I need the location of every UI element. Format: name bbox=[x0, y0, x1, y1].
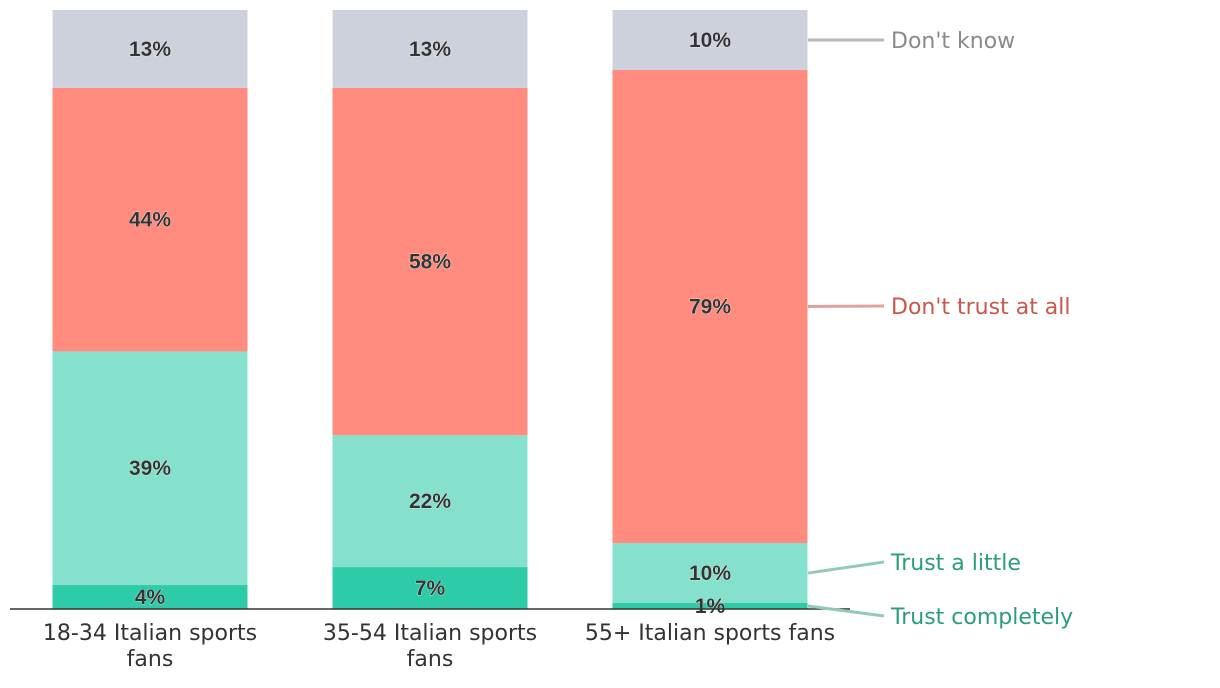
legend-leader-trust-a-little bbox=[807, 560, 885, 575]
bar-segment-trust-completely-3 bbox=[612, 603, 808, 609]
bar-segment-don-t-trust-at-all-1 bbox=[52, 87, 248, 352]
value-label-don-t-trust-at-all-3: 79% bbox=[689, 296, 731, 319]
category-label-3: 55+ Italian sports fans bbox=[585, 621, 835, 646]
bar-segment-don-t-know-2 bbox=[332, 10, 528, 88]
bar-segment-trust-a-little-2 bbox=[332, 435, 528, 568]
bar-segment-don-t-trust-at-all-2 bbox=[332, 87, 528, 436]
bar-segment-trust-a-little-1 bbox=[52, 351, 248, 586]
bar-segment-trust-completely-2 bbox=[332, 567, 528, 609]
value-label-trust-a-little-3: 10% bbox=[689, 562, 731, 585]
legend-label-don-t-know: Don't know bbox=[891, 29, 1015, 54]
bar-segment-don-t-know-1 bbox=[52, 10, 248, 88]
bar-segment-trust-a-little-3 bbox=[612, 543, 808, 604]
category-label-1-line-2: fans bbox=[127, 647, 174, 672]
category-label-1-line-1: 18-34 Italian sports bbox=[43, 621, 257, 646]
value-label-don-t-know-3: 10% bbox=[689, 29, 731, 52]
value-label-trust-completely-3: 1% bbox=[695, 595, 726, 618]
legend-label-don-t-trust-at-all: Don't trust at all bbox=[891, 295, 1071, 320]
legend-layer: Trust completely Trust a little Don't trus… bbox=[807, 29, 1073, 630]
bar-segment-don-t-know-3 bbox=[612, 10, 808, 70]
value-label-trust-completely-1: 4% bbox=[135, 586, 166, 609]
value-label-don-t-know-1: 13% bbox=[129, 38, 171, 61]
value-label-trust-completely-2: 7% bbox=[415, 577, 446, 600]
value-label-don-t-trust-at-all-1: 44% bbox=[129, 209, 171, 232]
value-label-trust-a-little-1: 39% bbox=[129, 457, 171, 480]
legend-leader-trust-completely bbox=[807, 604, 885, 618]
value-label-don-t-know-2: 13% bbox=[409, 38, 451, 61]
category-label-2-line-2: fans bbox=[407, 647, 454, 672]
legend-label-trust-a-little: Trust a little bbox=[890, 551, 1021, 576]
bar-segment-don-t-trust-at-all-3 bbox=[612, 69, 808, 544]
value-labels-layer: 4% 39% 44% 13% 7% 22% 58% 13% 1% 10% 79% 10% bbox=[129, 29, 732, 619]
value-label-trust-a-little-2: 22% bbox=[409, 490, 451, 513]
bars-layer bbox=[52, 10, 808, 609]
value-label-don-t-trust-at-all-2: 58% bbox=[409, 251, 451, 274]
legend-label-trust-completely: Trust completely bbox=[890, 605, 1073, 630]
bar-segment-trust-completely-1 bbox=[52, 585, 248, 609]
legend-leader-don-t-trust-at-all bbox=[807, 304, 885, 309]
category-label-2-line-1: 35-54 Italian sports bbox=[323, 621, 537, 646]
